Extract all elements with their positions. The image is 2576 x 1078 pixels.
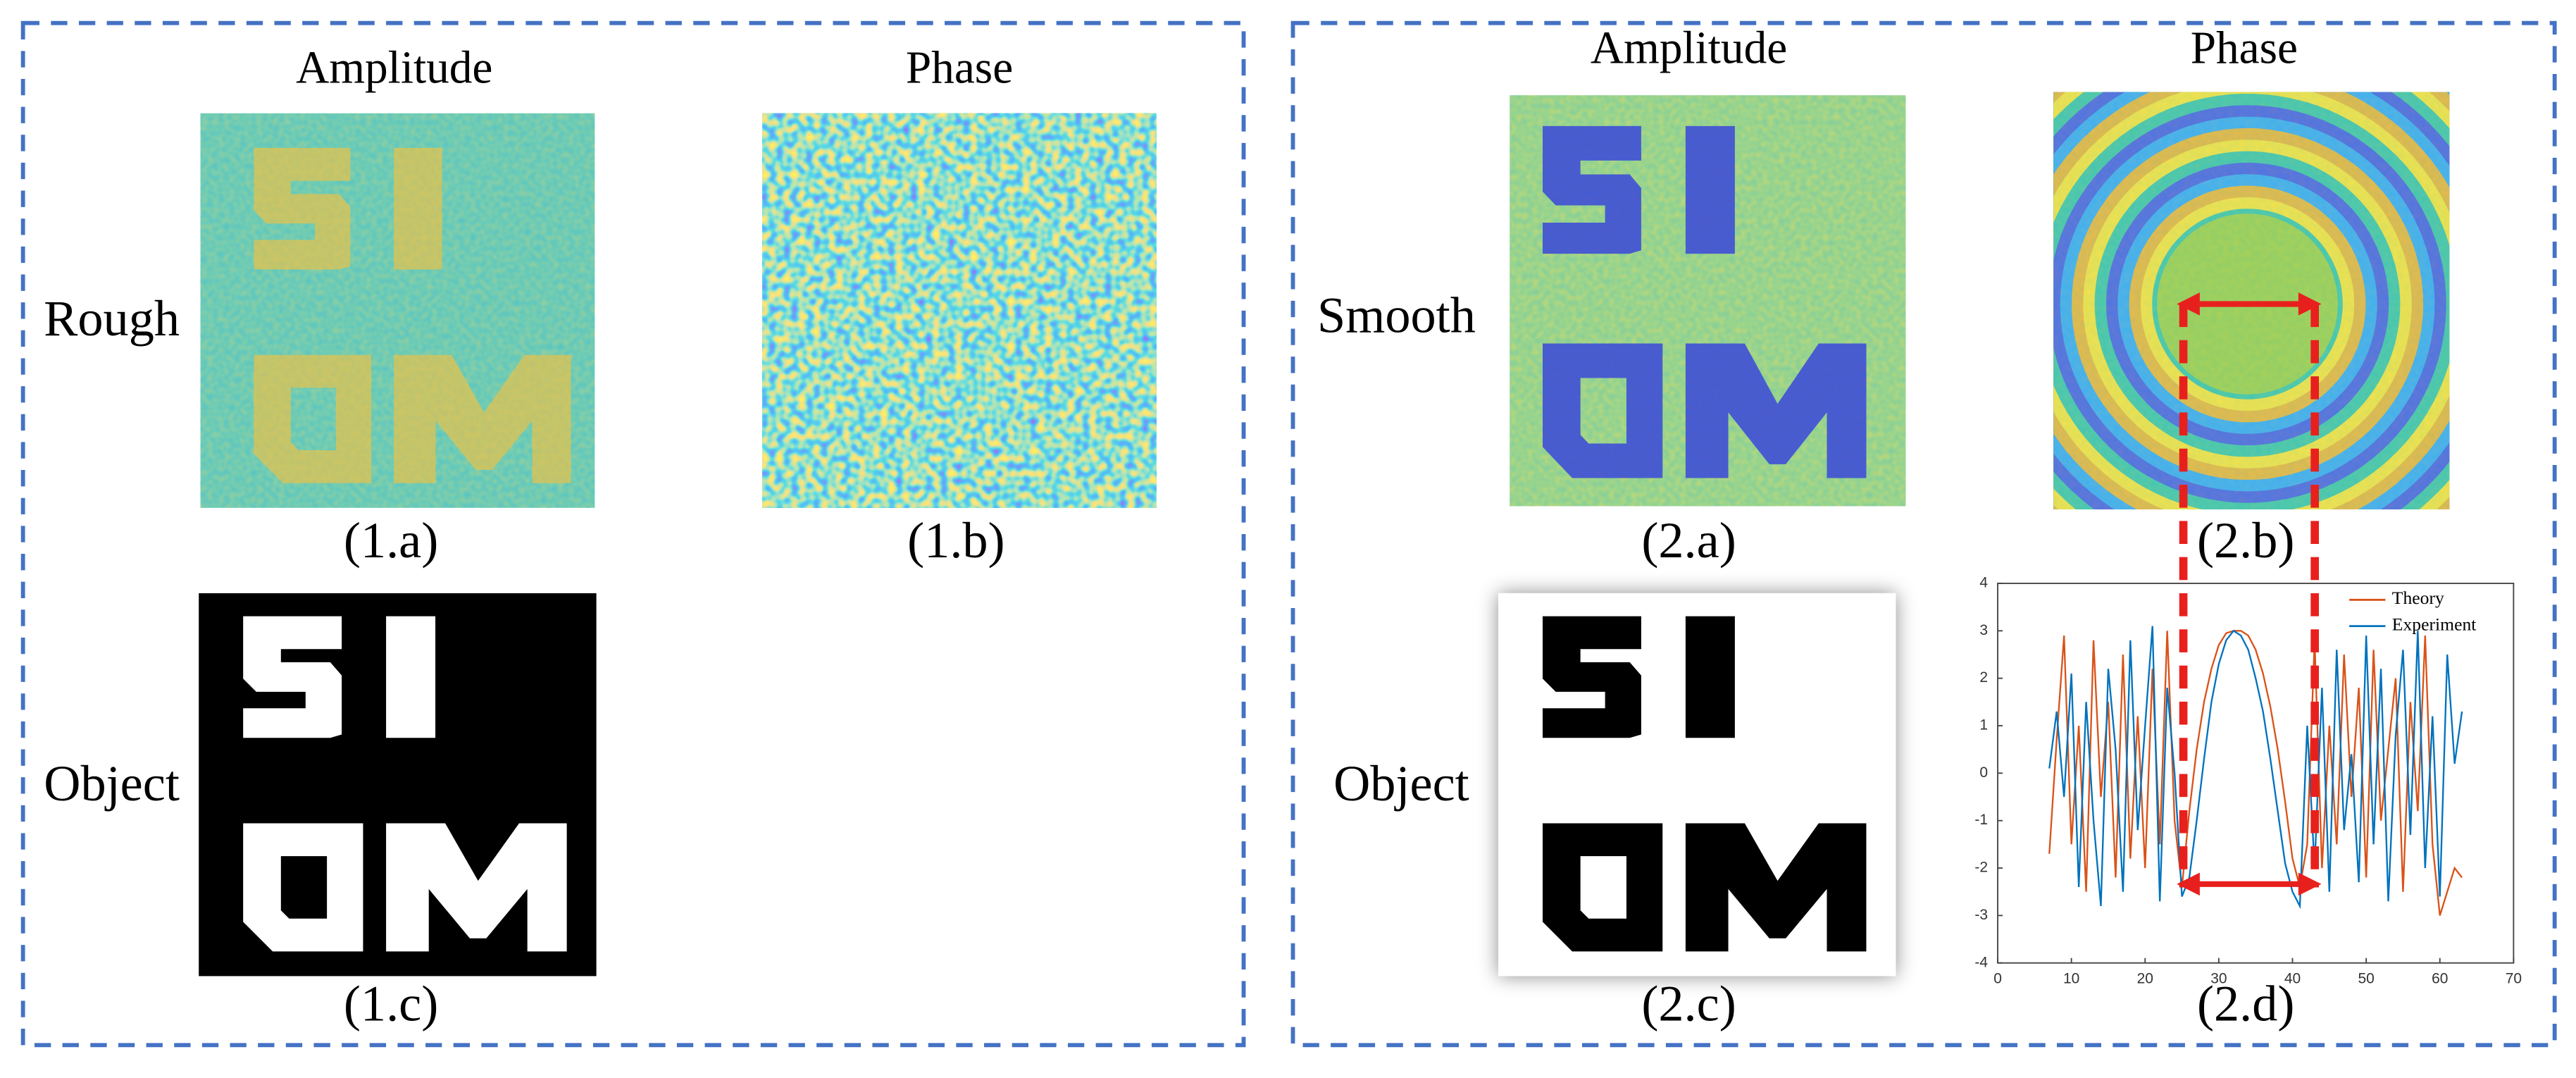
object-image: [199, 593, 597, 977]
column-header: Phase: [906, 43, 1013, 94]
phase-noise: [2053, 92, 2450, 510]
column-header: Phase: [2191, 23, 2298, 74]
x-tick-label: 60: [2432, 971, 2448, 987]
y-tick-label: 4: [1979, 575, 1988, 591]
y-tick-label: 1: [1979, 717, 1988, 733]
line-chart: 0 10 20 30 40 50 60 70 -4 -3 -2 -1 0 1 2 3 4 Theory Experi…: [1974, 575, 2522, 987]
x-tick-label: 40: [2284, 971, 2301, 987]
row-label: Rough: [44, 290, 180, 347]
y-tick-label: -4: [1974, 954, 1988, 970]
caption: (2.b): [2197, 512, 2295, 569]
y-tick-label: -1: [1974, 812, 1988, 828]
y-tick-label: -2: [1974, 860, 1988, 876]
caption: (2.a): [1641, 512, 1736, 569]
amplitude-image: [200, 113, 595, 508]
caption: (1.c): [344, 976, 438, 1032]
object-image: [1498, 593, 1896, 977]
x-tick-label: 70: [2506, 971, 2522, 987]
caption: (2.c): [1641, 976, 1736, 1032]
legend-label: Experiment: [2392, 614, 2477, 635]
row-label: Object: [44, 755, 180, 812]
legend-label: Theory: [2392, 588, 2444, 608]
x-tick-label: 10: [2063, 971, 2079, 987]
x-tick-label: 50: [2358, 971, 2374, 987]
x-tick-label: 30: [2210, 971, 2227, 987]
x-tick-label: 20: [2137, 971, 2153, 987]
phase-image: [762, 113, 1157, 508]
y-tick-label: 0: [1979, 764, 1988, 781]
y-tick-label: 3: [1979, 622, 1988, 638]
row-label: Object: [1333, 755, 1469, 812]
amplitude-image: [1510, 95, 1906, 507]
y-tick-label: -3: [1974, 907, 1988, 923]
x-tick-label: 0: [1993, 971, 2002, 987]
row-label: Smooth: [1317, 287, 1476, 343]
caption: (1.a): [344, 512, 438, 569]
caption: (1.b): [907, 512, 1005, 569]
red-guides: [2177, 292, 2322, 896]
panel-border: [20, 20, 1246, 1048]
panel-border: [1290, 20, 2557, 1048]
caption: (2.d): [2197, 976, 2295, 1032]
column-header: Amplitude: [296, 43, 492, 94]
column-header: Amplitude: [1591, 23, 1787, 74]
y-tick-label: 2: [1979, 669, 1988, 686]
series-line: [2048, 626, 2463, 910]
